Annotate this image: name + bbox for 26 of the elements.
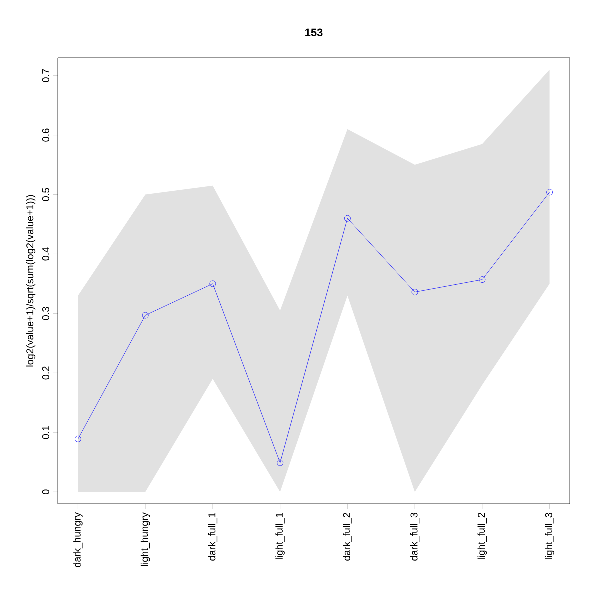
y-tick-label: 0.1	[42, 426, 50, 440]
y-tick-label: 0.5	[42, 188, 50, 202]
y-axis-title: log2(value+1)/sqrt(sum(log2(value+1)))	[26, 195, 36, 367]
x-tick-label: light_hungry	[140, 512, 150, 566]
point	[277, 460, 284, 466]
x-tick-label: dark_full_1	[208, 513, 218, 561]
x-tick-label: light_full_2	[478, 513, 488, 560]
point	[546, 189, 553, 196]
point	[210, 280, 216, 288]
x-tick-label: light_full_1	[276, 513, 285, 560]
y-tick-label: 0.4	[42, 248, 50, 261]
y-tick-label: 0.2	[42, 366, 50, 380]
x-tick-label: dark_full_2	[343, 513, 352, 561]
chart-title: 153	[306, 28, 323, 36]
y-tick-label: 0.6	[42, 128, 50, 142]
point	[479, 276, 486, 284]
x-tick-label: light_full_3	[545, 512, 554, 560]
y-tick-label: 0	[42, 490, 50, 494]
y-tick-label: 0.7	[42, 69, 50, 82]
point	[344, 215, 351, 222]
x-tick-label: dark_full_3	[410, 512, 420, 561]
y-tick-label: 0.3	[42, 307, 50, 320]
point	[412, 289, 418, 296]
x-tick-label: dark_hungry	[74, 512, 83, 568]
point	[142, 312, 149, 319]
point	[75, 436, 82, 442]
